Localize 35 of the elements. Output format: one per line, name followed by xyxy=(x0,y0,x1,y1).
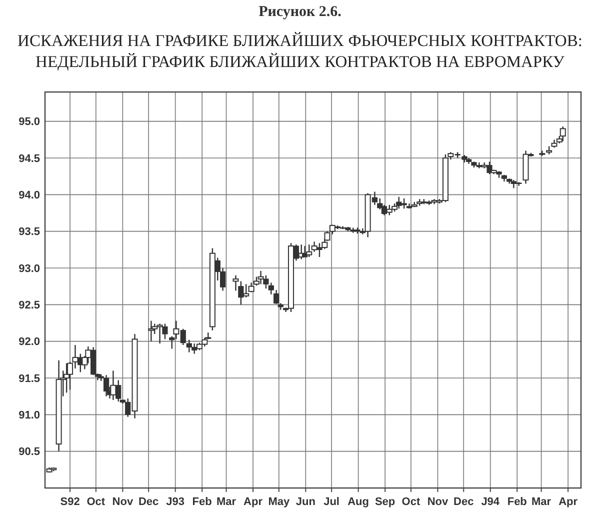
x-tick-label: Nov xyxy=(112,496,134,508)
y-tick-label: 91.0 xyxy=(18,410,40,422)
x-tick-label: J94 xyxy=(481,496,500,508)
x-tick-label: Sep xyxy=(374,496,396,508)
x-tick-label: Oct xyxy=(86,496,106,508)
x-tick-label: Apr xyxy=(558,496,578,508)
y-tick-label: 92.0 xyxy=(18,336,40,348)
x-tick-label: May xyxy=(268,496,290,508)
candlestick xyxy=(560,126,566,142)
y-tick-label: 93.0 xyxy=(18,262,40,275)
y-tick-label: 92.5 xyxy=(18,300,40,312)
x-tick-label: Oct xyxy=(402,496,420,508)
y-tick-label: 95.0 xyxy=(18,116,40,128)
x-tick-label: Feb xyxy=(507,496,528,508)
x-tick-label: S92 xyxy=(60,496,80,508)
x-tick-label: J93 xyxy=(166,496,185,508)
x-tick-label: Dec xyxy=(454,496,474,508)
candlestick xyxy=(64,362,70,394)
y-tick-label: 90.5 xyxy=(18,446,40,458)
x-tick-label: Jun xyxy=(296,496,316,508)
x-tick-label: Mar xyxy=(216,496,237,508)
x-tick-label: Feb xyxy=(192,496,212,508)
x-tick-label: Apr xyxy=(244,496,264,508)
x-tick-label: Aug xyxy=(348,496,370,508)
y-tick-label: 94.0 xyxy=(18,190,40,202)
y-tick-label: 94.5 xyxy=(18,152,40,165)
x-tick-label: Dec xyxy=(138,496,159,508)
chart-subtitle: ИСКАЖЕНИЯ НА ГРАФИКЕ БЛИЖАЙШИХ ФЬЮЧЕРСНЫХ КОНТРАКТОВ: НЕДЕЛЬНЫЙ ГРАФИК БЛИЖАЙШИХ КОНТРАКТОВ НА ЕВРОМАРКУ xyxy=(18,31,582,71)
y-tick-label: 93.5 xyxy=(18,226,40,238)
chart-title: Рисунок 2.6. xyxy=(258,4,342,20)
x-tick-label: Jul xyxy=(324,496,340,508)
x-tick-label: Mar xyxy=(532,496,552,508)
candlestick xyxy=(148,320,154,342)
y-tick-label: 91.5 xyxy=(18,372,40,385)
x-tick-label: Nov xyxy=(427,496,449,508)
